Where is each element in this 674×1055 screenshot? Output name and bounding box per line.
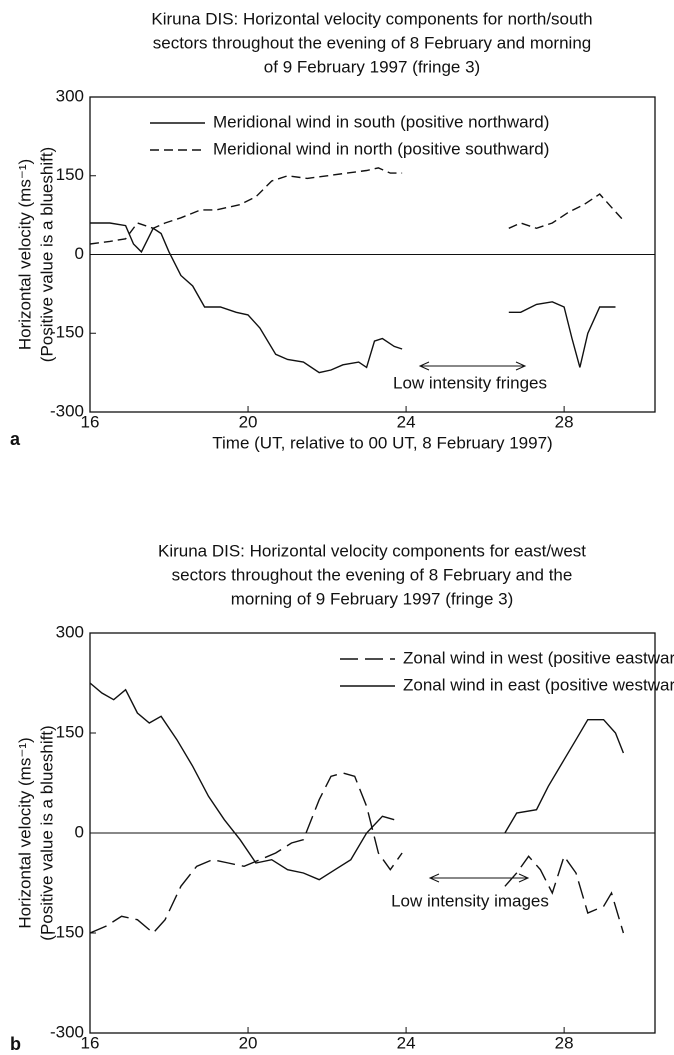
x-tick-label: 20 (239, 412, 258, 431)
y-tick-label: 150 (56, 165, 84, 184)
data-line (89, 772, 625, 934)
y-tick-label: 0 (75, 244, 84, 263)
x-tick-label: 24 (397, 412, 416, 431)
y-axis-label: (Positive value is a blueshift) (37, 725, 56, 940)
y-tick-label: -150 (50, 922, 84, 941)
legend-label: Zonal wind in east (positive westward) (403, 675, 674, 694)
y-axis-label: Horizontal velocity (ms⁻¹) (15, 737, 34, 928)
x-tick-label: 16 (81, 412, 100, 431)
arrow-head (428, 873, 530, 883)
x-tick-label: 28 (555, 1033, 574, 1052)
chart-title: morning of 9 February 1997 (fringe 3) (231, 589, 514, 608)
x-tick-label: 28 (555, 412, 574, 431)
x-tick-label: 16 (81, 1033, 100, 1052)
y-tick-label: -300 (50, 1022, 84, 1041)
x-axis-label: Time (UT, relative to 00 UT, 8 February … (212, 433, 552, 452)
annotation: Low intensity fringes (393, 373, 547, 392)
y-tick-label: 150 (56, 722, 84, 741)
y-tick-label: 0 (75, 822, 84, 841)
y-tick-label: 300 (56, 86, 84, 105)
panel-label: a (10, 429, 21, 449)
chart-title: Kiruna DIS: Horizontal velocity componen… (158, 541, 586, 560)
chart-title: of 9 February 1997 (fringe 3) (264, 57, 480, 76)
legend-label: Meridional wind in north (positive south… (213, 139, 549, 158)
arrow-head (418, 361, 527, 371)
y-axis-label: Horizontal velocity (ms⁻¹) (15, 159, 34, 350)
y-tick-label: 300 (56, 622, 84, 641)
chart-title: Kiruna DIS: Horizontal velocity componen… (151, 9, 592, 28)
annotation: Low intensity images (391, 891, 549, 910)
legend-label: Meridional wind in south (positive north… (213, 112, 549, 131)
data-line (89, 167, 624, 245)
y-tick-label: -300 (50, 401, 84, 420)
legend-label: Zonal wind in west (positive eastward) (403, 648, 674, 667)
y-tick-label: -150 (50, 323, 84, 342)
data-line (90, 222, 616, 374)
data-line (89, 682, 625, 881)
y-axis-label: (Positive value is a blueshift) (37, 147, 56, 362)
chart-title: sectors throughout the evening of 8 Febr… (172, 565, 573, 584)
panel-label: b (10, 1034, 21, 1054)
chart-title: sectors throughout the evening of 8 Febr… (153, 33, 592, 52)
x-tick-label: 20 (239, 1033, 258, 1052)
x-tick-label: 24 (397, 1033, 416, 1052)
